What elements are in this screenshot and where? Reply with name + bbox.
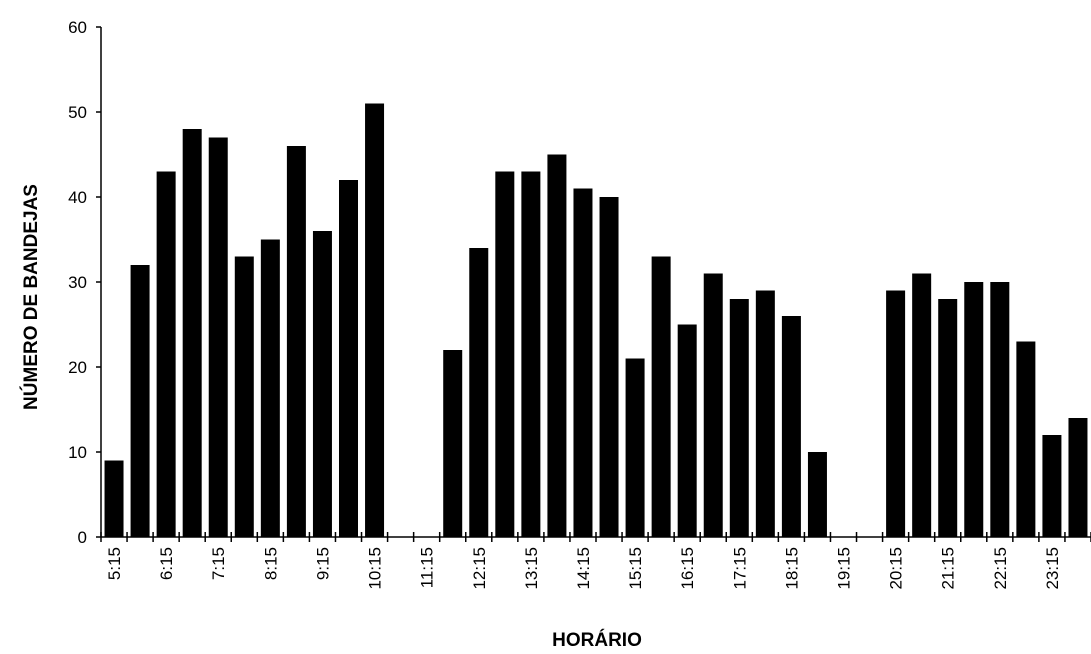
bar (443, 350, 463, 537)
x-tick-label: 13:15 (522, 547, 541, 590)
bar-series (104, 103, 1088, 537)
x-tick-label: 19:15 (835, 547, 854, 590)
y-tick-label: 50 (68, 103, 87, 122)
bar (912, 273, 932, 537)
bar (1016, 341, 1036, 537)
y-tick-label: 60 (68, 18, 87, 37)
y-tick-label: 30 (68, 273, 87, 292)
x-tick-label: 14:15 (574, 547, 593, 590)
x-axis-ticks: 5:15 6:15 7:15 8:15 9:15 10:15 11:15 12:15 13:15… (100, 532, 1091, 590)
x-tick-label: 5:15 (105, 547, 124, 580)
bar (990, 282, 1010, 537)
x-tick-label: 10:15 (366, 547, 385, 590)
x-tick-label: 12:15 (470, 547, 489, 590)
x-tick-label: 21:15 (939, 547, 958, 590)
bar (156, 171, 176, 537)
bar (469, 248, 489, 537)
x-tick-label: 8:15 (261, 547, 280, 580)
x-tick-label: 7:15 (209, 547, 228, 580)
bar (286, 146, 306, 537)
bar (938, 299, 958, 537)
bar (1042, 435, 1062, 537)
bar (677, 324, 697, 537)
bar (312, 231, 332, 537)
bar (807, 452, 827, 537)
y-tick-label: 10 (68, 443, 87, 462)
bar (365, 103, 385, 537)
bar (729, 299, 749, 537)
y-tick-label: 20 (68, 358, 87, 377)
y-tick-label: 0 (78, 528, 87, 547)
bar (651, 256, 671, 537)
x-tick-label: 16:15 (678, 547, 697, 590)
bar (104, 460, 124, 537)
x-tick-label: 18:15 (782, 547, 801, 590)
bar (964, 282, 984, 537)
bar (781, 316, 801, 537)
bar (703, 273, 723, 537)
x-tick-label: 20:15 (887, 547, 906, 590)
y-axis-title: NÚMERO DE BANDEJAS (20, 184, 42, 410)
bar (208, 137, 228, 537)
bar (599, 197, 619, 537)
x-tick-label: 22:15 (991, 547, 1010, 590)
x-tick-label: 11:15 (418, 547, 437, 588)
bar (625, 358, 645, 537)
x-axis-title: HORÁRIO (552, 629, 642, 651)
x-tick-label: 6:15 (157, 547, 176, 580)
bar (182, 129, 202, 537)
bar (755, 290, 775, 537)
bar (1068, 418, 1088, 537)
x-tick-label: 17:15 (730, 547, 749, 590)
x-tick-label: 15:15 (626, 547, 645, 590)
bar (130, 265, 150, 537)
y-tick-label: 40 (68, 188, 87, 207)
y-axis-ticks: 0 10 20 30 40 50 60 (68, 18, 101, 547)
bar (234, 256, 254, 537)
x-tick-label: 9:15 (313, 547, 332, 580)
bar (260, 239, 280, 537)
bar (339, 180, 358, 537)
bar (573, 188, 593, 537)
bar (547, 154, 567, 537)
bar (886, 290, 906, 537)
x-tick-label: 23:15 (1043, 547, 1062, 590)
bar (521, 171, 541, 537)
bar (495, 171, 515, 537)
